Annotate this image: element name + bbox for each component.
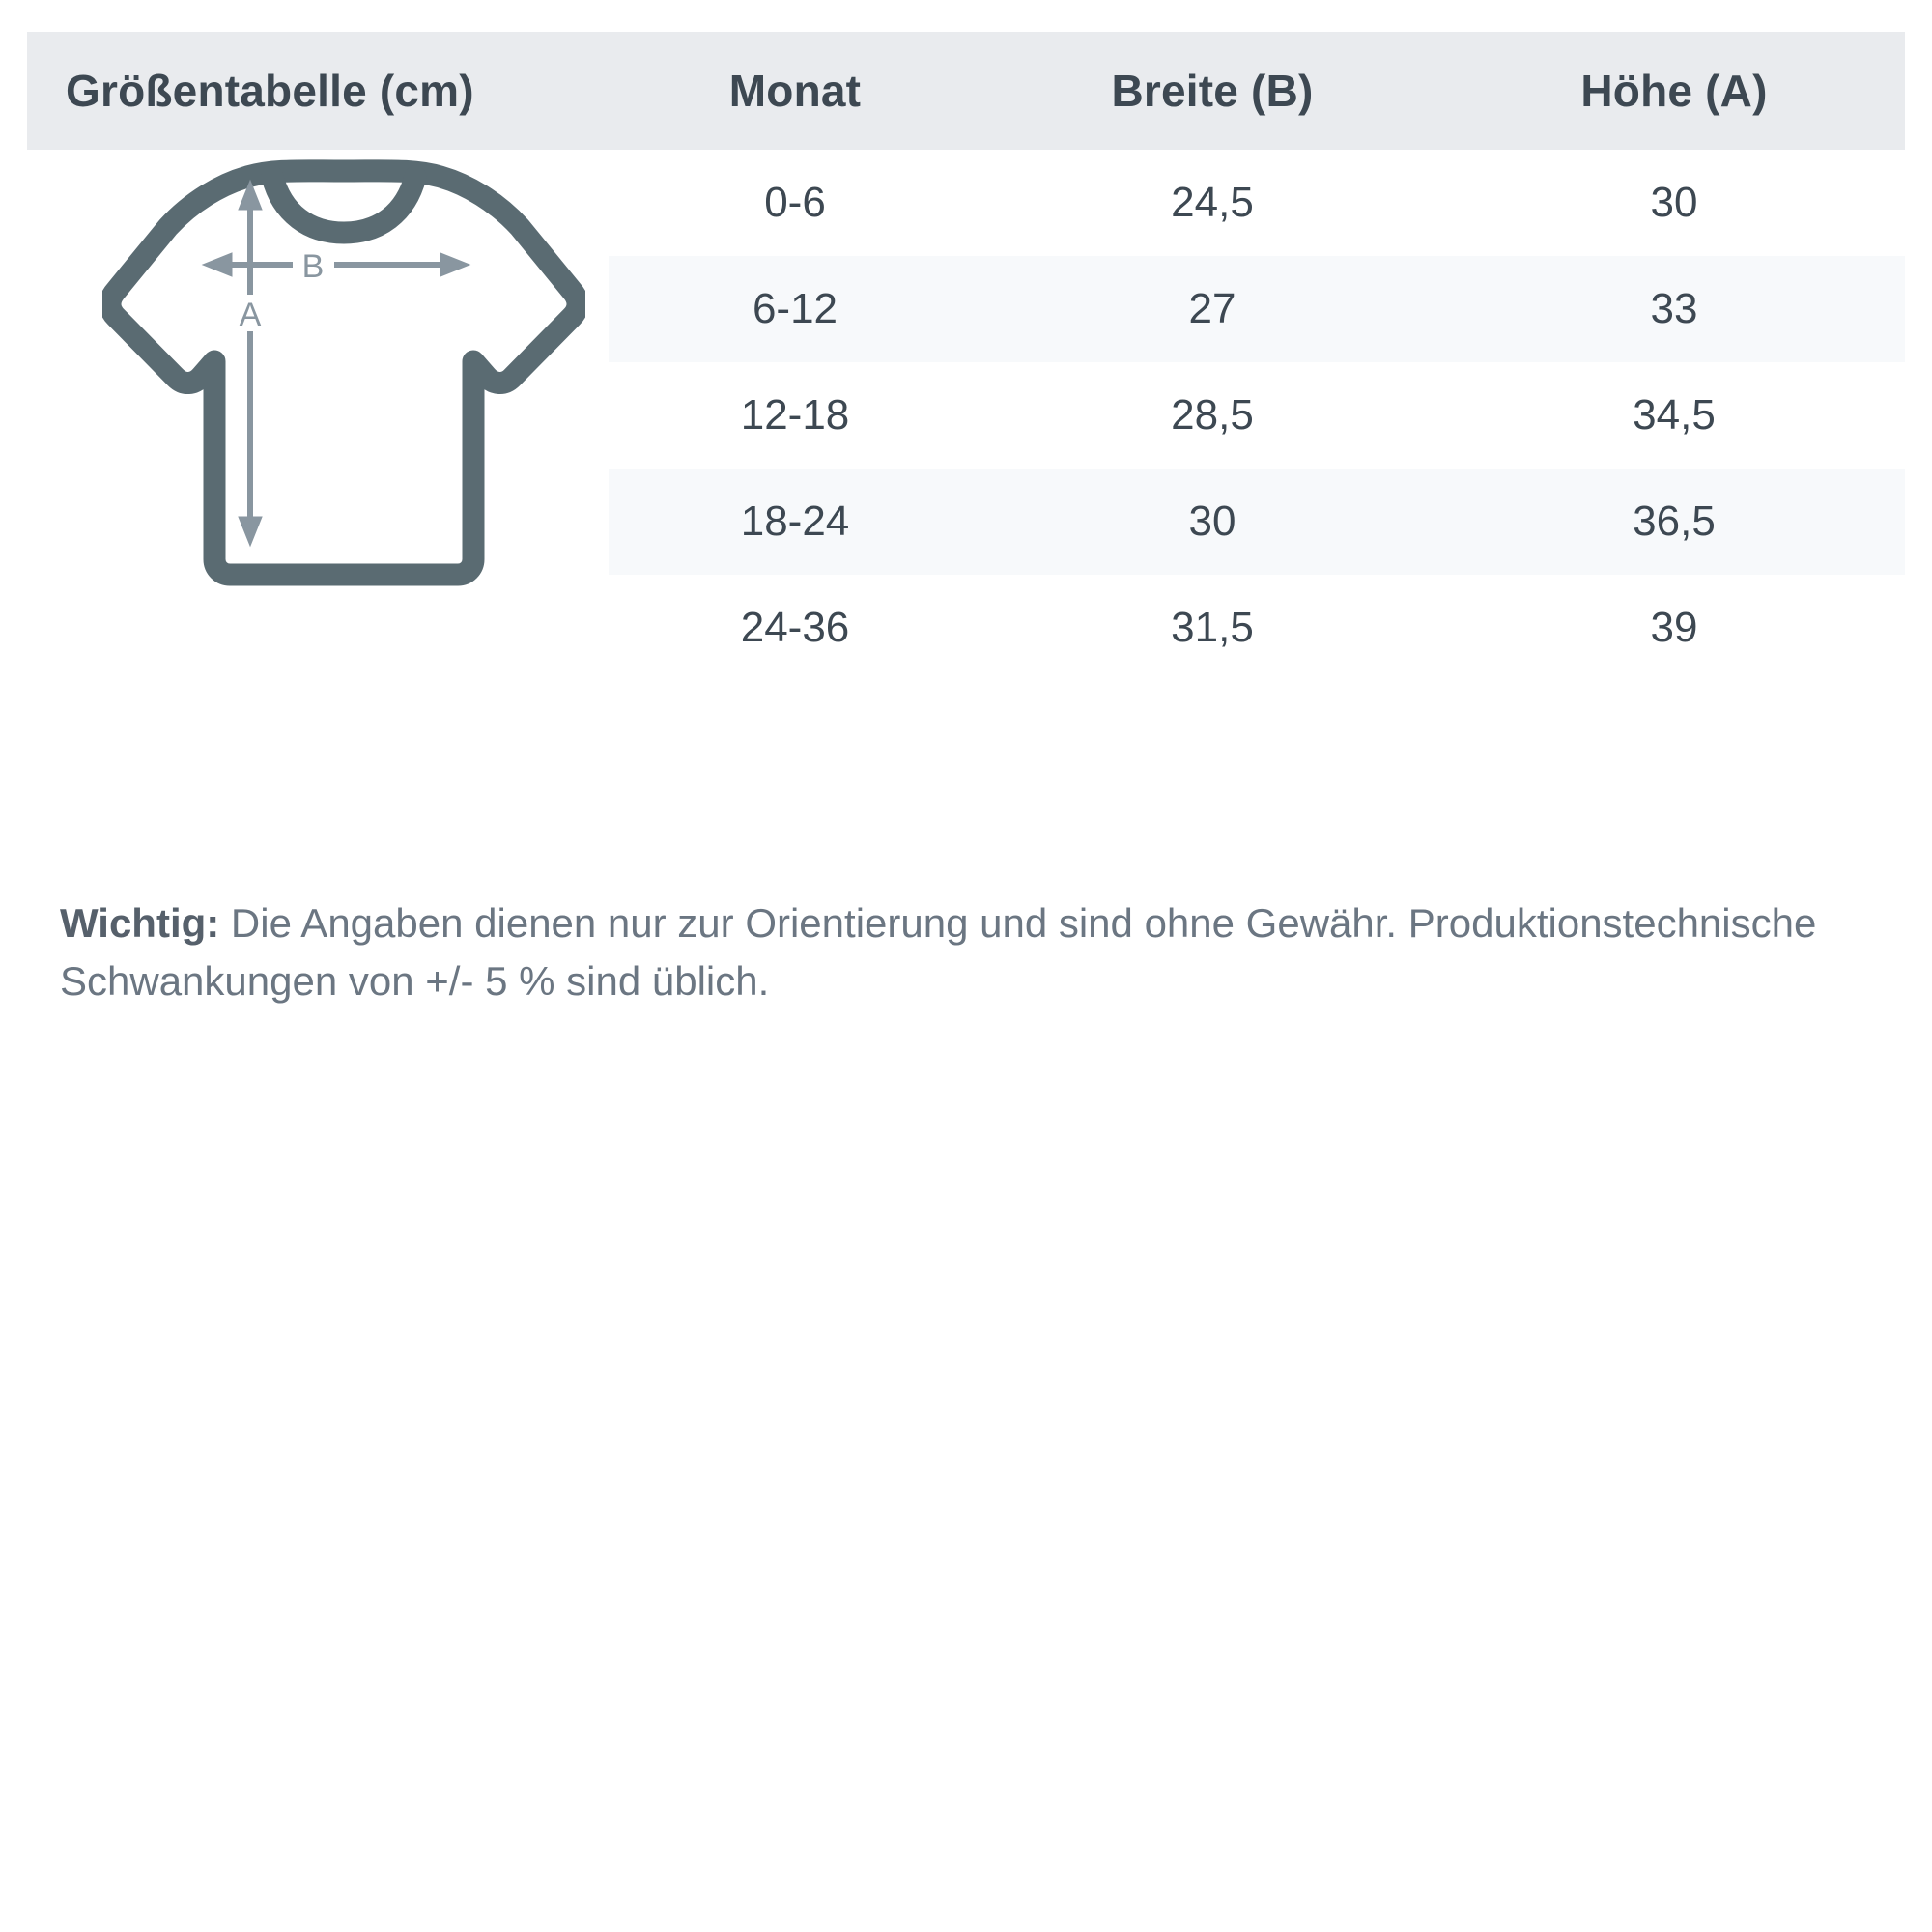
cell-height: 33 <box>1650 285 1698 332</box>
width-measure-label: B <box>302 248 325 285</box>
cell-month: 0-6 <box>764 179 826 226</box>
cell-height: 36,5 <box>1633 497 1716 545</box>
cell-height: 34,5 <box>1633 391 1716 439</box>
cell-month: 6-12 <box>752 285 838 332</box>
cell-width: 31,5 <box>1171 604 1254 651</box>
header-width: Breite (B) <box>1111 66 1314 116</box>
table-body: A B 0-6 24,5 30 <box>27 150 1905 681</box>
cell-width: 30 <box>1188 497 1236 545</box>
height-measure-label: A <box>240 297 262 333</box>
cell-width: 28,5 <box>1171 391 1254 439</box>
tshirt-icon: A B <box>102 159 585 586</box>
cell-month: 12-18 <box>740 391 850 439</box>
tshirt-collar-path <box>261 165 427 244</box>
cell-width: 27 <box>1188 285 1236 332</box>
height-measure-arrow <box>238 179 263 548</box>
tshirt-body-path <box>102 159 585 586</box>
cell-width: 24,5 <box>1171 179 1254 226</box>
header-month: Monat <box>728 66 862 116</box>
size-chart-table: Größentabelle (cm) Monat Breite (B) Höhe… <box>27 32 1905 681</box>
cell-month: 24-36 <box>740 604 850 651</box>
header-height: Höhe (A) <box>1580 66 1768 116</box>
width-measure-arrow <box>201 252 471 277</box>
table-header: Größentabelle (cm) Monat Breite (B) Höhe… <box>27 32 1905 150</box>
header-row: Größentabelle (cm) Monat Breite (B) Höhe… <box>27 32 1905 150</box>
tshirt-diagram-wrapper: A B <box>27 150 609 681</box>
cell-height: 39 <box>1650 604 1698 651</box>
disclaimer-text: Die Angaben dienen nur zur Orientierung … <box>60 900 1817 1004</box>
disclaimer-note: Wichtig: Die Angaben dienen nur zur Orie… <box>60 895 1876 1009</box>
cell-month: 18-24 <box>740 497 850 545</box>
table-row: A B 0-6 24,5 30 <box>27 150 1905 681</box>
cell-height: 30 <box>1650 179 1698 226</box>
disclaimer-prefix: Wichtig: <box>60 900 220 946</box>
header-size-chart-title: Größentabelle (cm) <box>66 66 474 116</box>
tshirt-diagram-cell: A B <box>27 150 609 681</box>
